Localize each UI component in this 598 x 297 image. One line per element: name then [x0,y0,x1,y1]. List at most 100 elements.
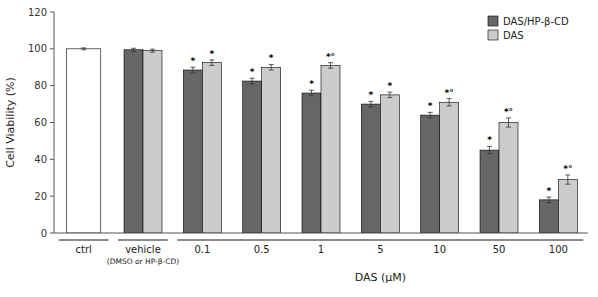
bar [380,95,399,233]
error-bar [269,64,274,70]
error-bar-cap [309,90,314,91]
x-tick-label-line: 5 [377,244,383,255]
annotation: *° [445,88,454,98]
annotation: * [269,53,274,63]
error-bar-stem [133,48,134,51]
error-bar [309,90,314,96]
error-bar-cap [565,174,570,175]
y-tick [50,233,54,234]
y-tick-label: 100 [28,43,47,54]
y-axis-line [54,12,55,233]
y-tick-label: 40 [34,154,47,165]
y-tick [50,159,54,160]
x-tick-label-line: 1 [318,244,324,255]
error-bar-stem [330,63,331,69]
error-bar-stem [430,112,431,118]
bars [67,48,578,233]
x-tick-label: 0.1 [194,244,210,255]
bar [67,49,101,233]
error-bar [150,49,155,52]
error-bar-stem [389,92,390,98]
error-bar-cap [131,48,136,49]
annotation: * [428,101,433,111]
bar [361,104,380,233]
error-bar-cap [428,117,433,118]
error-bar-cap [328,68,333,69]
error-bar-cap [387,97,392,98]
x-tick-label-line: 50 [493,244,506,255]
error-bar-cap [150,52,155,53]
bar [143,51,162,233]
error-bar-stem [548,197,549,203]
x-tick-label: 100 [549,244,568,255]
x-tick-label: ctrl [76,244,92,255]
error-bar-stem [449,99,450,106]
error-bar-cap [190,72,195,73]
error-bar-cap [447,98,452,99]
error-bar-cap [368,106,373,107]
x-tick-label-line: ctrl [76,244,92,255]
x-axis-line [54,233,588,234]
error-bar-cap [250,78,255,79]
error-bar-cap [487,153,492,154]
error-bar-cap [209,65,214,66]
error-bar-cap [565,184,570,185]
y-tick-label: 20 [34,191,47,202]
error-bar-cap [328,62,333,63]
error-bar-cap [546,202,551,203]
error-bar-cap [209,59,214,60]
legend-swatch [488,30,498,40]
x-tick-label-line: 10 [433,244,446,255]
error-bar [447,99,452,106]
legend-swatch [488,16,498,26]
error-bar [328,63,333,69]
annotation: * [487,135,492,145]
y-tick-label: 120 [28,7,47,18]
y-tick [50,12,54,13]
error-bar-stem [252,78,253,84]
error-bar [209,60,214,66]
error-bar-stem [489,146,490,153]
error-bar-cap [506,127,511,128]
x-tick-label: 5 [377,244,383,255]
error-bar [565,175,570,184]
error-bar-stem [192,67,193,73]
bar [321,65,340,233]
bar [558,180,577,233]
bracket-line [59,240,109,241]
annotation: * [368,90,373,100]
annotation: * [387,81,392,91]
bar [539,200,558,233]
annotation: * [250,67,255,77]
error-bar [81,48,86,50]
y-tick-label: 60 [34,117,47,128]
bar [202,63,221,233]
annotations: ******°****°**°**° [190,49,572,196]
x-tick-label: 10 [433,244,446,255]
x-tick-label: 1 [318,244,324,255]
error-bar-cap [387,92,392,93]
x-axis-label: DAS (μM) [355,271,406,284]
x-tick-label-line: (DMSO or HP-β-CD) [107,257,179,266]
annotation: * [209,49,214,59]
error-bar-cap [269,64,274,65]
bar [243,81,262,233]
error-bar [250,78,255,84]
bar [440,102,459,233]
bar [480,150,499,233]
x-tick-label: 0.5 [254,244,270,255]
bar [124,50,143,233]
error-bar [368,101,373,107]
y-axis-label: Cell Viability (%) [4,77,17,168]
annotation: * [309,79,314,89]
legend-label: DAS [503,30,524,41]
y-tick-label: 0 [41,228,47,239]
y-tick [50,196,54,197]
error-bar-cap [250,83,255,84]
error-bar [190,67,195,73]
annotation: *° [326,52,335,62]
error-bar-cap [428,112,433,113]
bar [262,67,281,233]
x-tick-label-line: vehicle [125,244,161,255]
error-bar-stem [508,118,509,127]
